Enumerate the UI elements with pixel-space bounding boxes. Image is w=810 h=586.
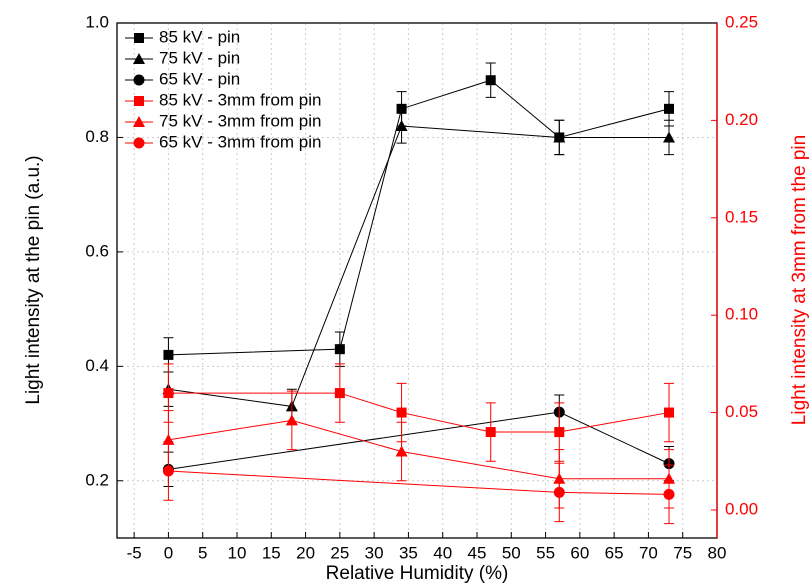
legend-label: 75 kV - pin bbox=[159, 48, 240, 67]
marker bbox=[664, 103, 674, 114]
marker bbox=[485, 427, 496, 438]
x-tick-label: 5 bbox=[198, 543, 207, 562]
marker bbox=[162, 465, 174, 477]
x-tick-label: 80 bbox=[708, 543, 727, 562]
y-axis-label: Light intensity at the pin (a.u.) bbox=[23, 155, 44, 404]
marker bbox=[395, 120, 408, 131]
x-tick-label: 60 bbox=[570, 543, 589, 562]
legend-marker bbox=[133, 53, 145, 64]
y-tick-label: 0.8 bbox=[85, 127, 109, 146]
y-tick-label: 0.2 bbox=[85, 470, 109, 489]
marker bbox=[485, 75, 496, 86]
x-tick-label: 10 bbox=[228, 543, 247, 562]
x-tick-label: 55 bbox=[536, 543, 555, 562]
series-line bbox=[168, 392, 670, 433]
y-tick-label: 1.0 bbox=[85, 12, 109, 31]
x-tick-label: 35 bbox=[399, 543, 418, 562]
marker bbox=[395, 445, 408, 457]
marker bbox=[663, 488, 675, 500]
series-line bbox=[168, 125, 669, 407]
x-tick-label: 65 bbox=[605, 543, 624, 562]
y2-axis-label: Light intensity at 3mm from the pin bbox=[789, 135, 810, 425]
marker bbox=[663, 131, 675, 143]
marker bbox=[163, 388, 174, 399]
marker bbox=[553, 131, 566, 143]
marker bbox=[396, 407, 407, 418]
x-tick-label: 45 bbox=[468, 543, 487, 562]
y-tick-label: 0.6 bbox=[85, 241, 109, 260]
x-tick-label: 40 bbox=[433, 543, 452, 562]
x-tick-label: 75 bbox=[673, 543, 692, 562]
y2-tick-label: 0.05 bbox=[725, 402, 758, 421]
x-tick-label: 70 bbox=[639, 543, 658, 562]
marker bbox=[553, 486, 565, 498]
legend-label: 65 kV - 3mm from pin bbox=[159, 132, 322, 151]
legend-label: 65 kV - pin bbox=[159, 69, 240, 88]
series-line bbox=[168, 79, 670, 356]
x-tick-label: 15 bbox=[262, 543, 281, 562]
series-line bbox=[168, 470, 670, 495]
legend-marker bbox=[134, 96, 144, 106]
y2-tick-label: 0.00 bbox=[725, 499, 758, 518]
legend-marker bbox=[133, 116, 145, 127]
y2-tick-label: 0.10 bbox=[725, 305, 758, 324]
x-tick-label: 30 bbox=[365, 543, 384, 562]
y2-tick-label: 0.25 bbox=[725, 12, 758, 31]
marker bbox=[163, 349, 174, 360]
x-tick-label: 20 bbox=[296, 543, 315, 562]
legend-label: 85 kV - 3mm from pin bbox=[159, 90, 322, 109]
x-tick-label: 25 bbox=[330, 543, 349, 562]
marker bbox=[285, 414, 298, 426]
legend-label: 85 kV - pin bbox=[159, 27, 240, 46]
y2-tick-label: 0.20 bbox=[725, 110, 758, 129]
marker bbox=[334, 344, 345, 355]
marker bbox=[554, 427, 565, 438]
legend-marker bbox=[133, 137, 145, 149]
series-line bbox=[168, 419, 669, 480]
legend-marker bbox=[133, 74, 145, 86]
legend-marker bbox=[134, 33, 144, 43]
x-axis-label: Relative Humidity (%) bbox=[326, 563, 509, 584]
x-tick-label: 50 bbox=[502, 543, 521, 562]
legend-label: 75 kV - 3mm from pin bbox=[159, 111, 322, 130]
y-tick-label: 0.4 bbox=[85, 356, 109, 375]
marker bbox=[334, 388, 345, 399]
series-line bbox=[168, 411, 670, 470]
x-tick-label: 0 bbox=[164, 543, 173, 562]
marker bbox=[664, 407, 674, 418]
x-tick-label: -5 bbox=[127, 543, 142, 562]
y2-tick-label: 0.15 bbox=[725, 207, 758, 226]
